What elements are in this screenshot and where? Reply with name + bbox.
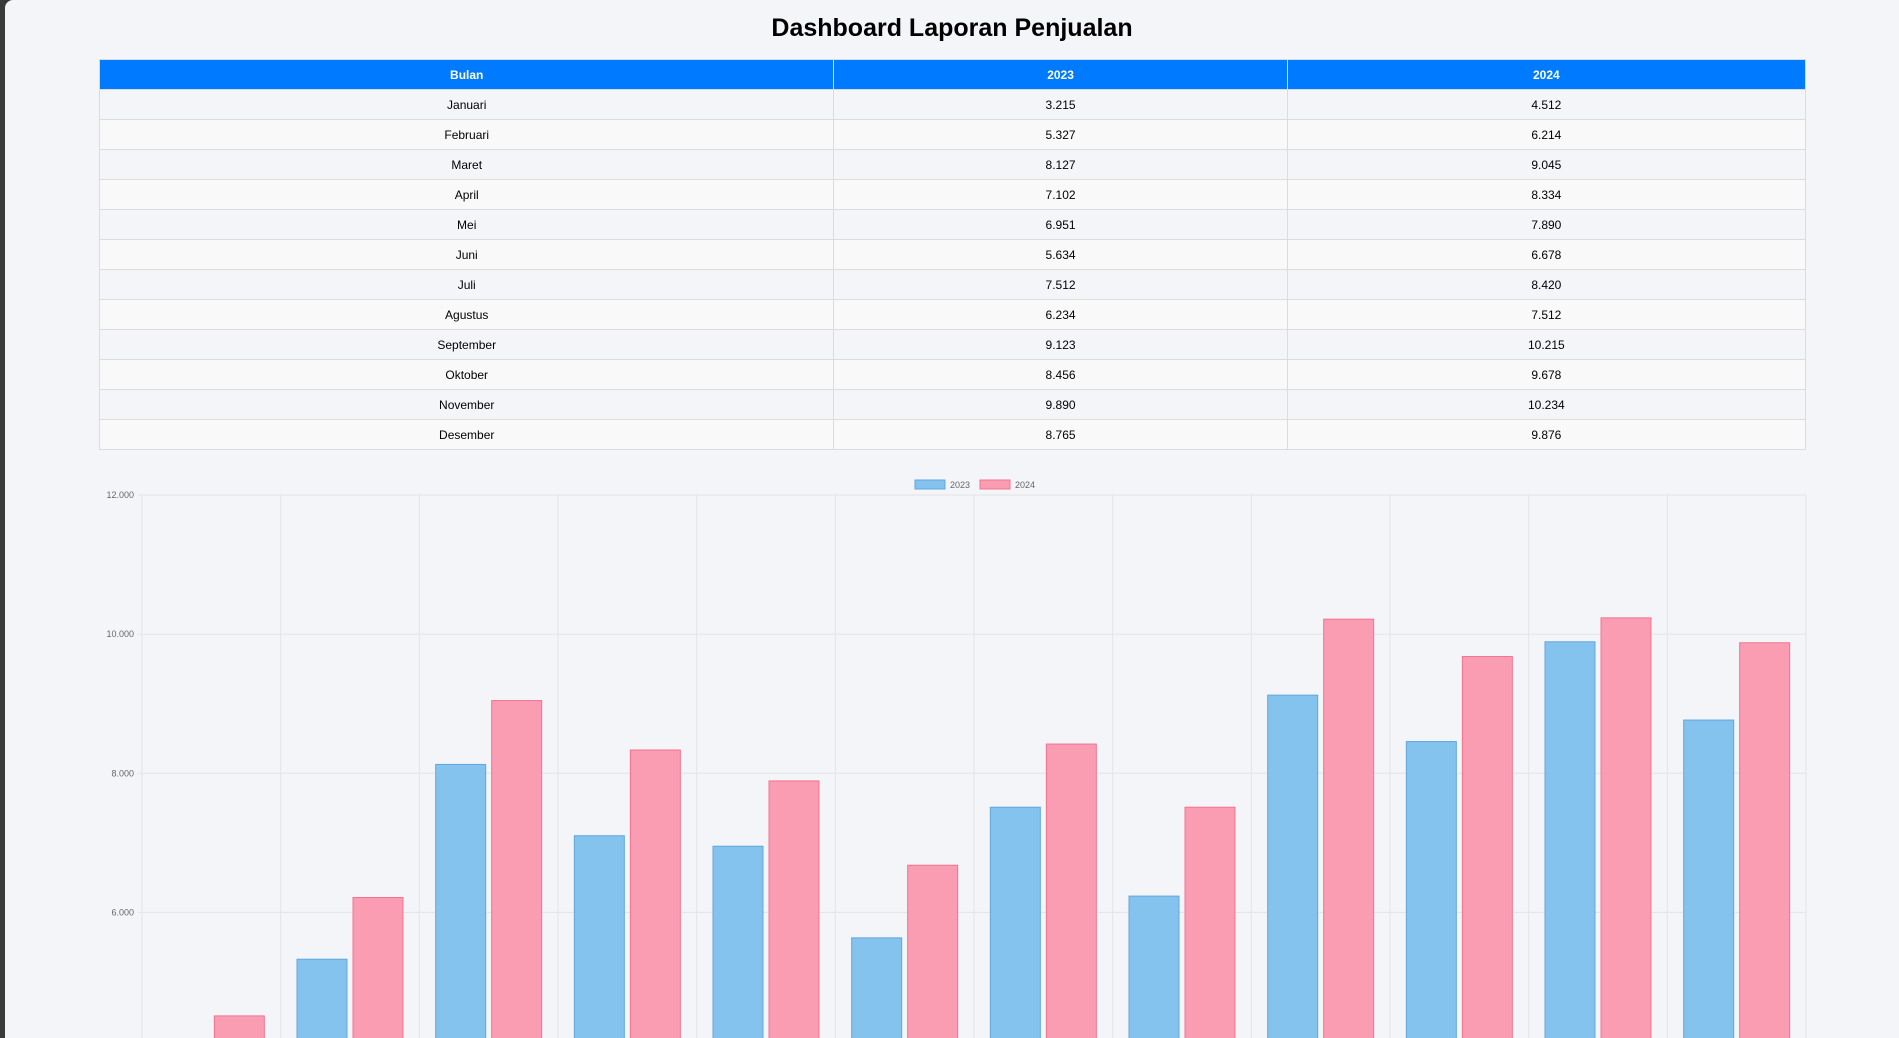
bar-2023-agustus <box>1128 895 1180 1038</box>
table-row: Januari 3.215 4.512 <box>98 89 1807 120</box>
bar-2024-mei <box>768 780 820 1038</box>
dashboard-page: Dashboard Laporan Penjualan Bulan 2023 2… <box>5 0 1899 1038</box>
sales-2023-cell: 5.327 <box>833 119 1288 150</box>
sales-2024-cell: 9.045 <box>1286 149 1807 180</box>
bar-2023-februari <box>296 958 348 1038</box>
table-row: November 9.890 10.234 <box>98 389 1807 420</box>
sales-2023-cell: 3.215 <box>833 89 1288 120</box>
sales-2023-cell: 6.234 <box>833 299 1288 330</box>
sales-2024-cell: 6.214 <box>1286 119 1807 150</box>
month-cell: Maret <box>98 149 835 180</box>
sales-2024-cell: 7.512 <box>1286 299 1807 330</box>
bar-2023-oktober <box>1405 741 1457 1038</box>
table-row: Juli 7.512 8.420 <box>98 269 1807 300</box>
bar-2023-november <box>1544 641 1596 1038</box>
table-row: September 9.123 10.215 <box>98 329 1807 360</box>
table-row: Februari 5.327 6.214 <box>98 119 1807 150</box>
y-tick-label: 8.000 <box>111 768 134 778</box>
sales-2024-cell: 10.215 <box>1286 329 1807 360</box>
month-cell: Desember <box>98 419 835 450</box>
sales-2024-cell: 9.678 <box>1286 359 1807 390</box>
sales-2024-cell: 4.512 <box>1286 89 1807 120</box>
month-cell: Agustus <box>98 299 835 330</box>
column-header-2023: 2023 <box>833 59 1288 90</box>
bar-2023-maret <box>435 763 487 1038</box>
sales-2023-cell: 7.102 <box>833 179 1288 210</box>
column-header-2024: 2024 <box>1286 59 1807 90</box>
month-cell: Juni <box>98 239 835 270</box>
sales-2023-cell: 9.123 <box>833 329 1288 360</box>
table-row: Agustus 6.234 7.512 <box>98 299 1807 330</box>
sales-2023-cell: 6.951 <box>833 209 1288 240</box>
bar-2023-juni <box>851 937 903 1038</box>
sales-2023-cell: 8.765 <box>833 419 1288 450</box>
bar-2024-maret <box>491 700 543 1038</box>
sales-2024-cell: 8.334 <box>1286 179 1807 210</box>
bar-2023-mei <box>712 845 764 1038</box>
legend-label-2023: 2023 <box>950 480 970 490</box>
sales-2023-cell: 9.890 <box>833 389 1288 420</box>
table-row: Juni 5.634 6.678 <box>98 239 1807 270</box>
legend-swatch-2024 <box>979 479 1011 490</box>
month-cell: Februari <box>98 119 835 150</box>
sales-2024-cell: 8.420 <box>1286 269 1807 300</box>
table-row: Mei 6.951 7.890 <box>98 209 1807 240</box>
sales-2024-cell: 9.876 <box>1286 419 1807 450</box>
table-row: Desember 8.765 9.876 <box>98 419 1807 450</box>
bar-2023-desember <box>1683 719 1735 1038</box>
bar-2024-oktober <box>1461 656 1513 1038</box>
column-header-month: Bulan <box>98 59 835 90</box>
bar-2024-april <box>629 749 681 1038</box>
y-tick-label: 12.000 <box>106 490 134 500</box>
sales-2024-cell: 7.890 <box>1286 209 1807 240</box>
bar-2024-september <box>1323 618 1375 1038</box>
bar-2023-september <box>1267 694 1319 1038</box>
month-cell: Oktober <box>98 359 835 390</box>
bar-2023-april <box>573 835 625 1038</box>
page-title: Dashboard Laporan Penjualan <box>771 14 1133 42</box>
y-tick-label: 6.000 <box>111 907 134 917</box>
bar-2024-februari <box>352 897 404 1038</box>
sales-2023-cell: 8.456 <box>833 359 1288 390</box>
sales-2023-cell: 7.512 <box>833 269 1288 300</box>
bar-2024-agustus <box>1184 806 1236 1038</box>
bar-2024-juli <box>1045 743 1097 1038</box>
month-cell: September <box>98 329 835 360</box>
legend-swatch-2023 <box>914 479 946 490</box>
bar-2024-desember <box>1739 642 1791 1038</box>
month-cell: November <box>98 389 835 420</box>
bar-2024-november <box>1600 617 1652 1038</box>
legend-label-2024: 2024 <box>1015 480 1035 490</box>
table-header-row: Bulan 2023 2024 <box>98 59 1807 90</box>
sales-2024-cell: 6.678 <box>1286 239 1807 270</box>
sales-2023-cell: 5.634 <box>833 239 1288 270</box>
table-row: Maret 8.127 9.045 <box>98 149 1807 180</box>
sales-table: Bulan 2023 2024 Januari 3.215 4.512 Febr… <box>98 59 1807 450</box>
month-cell: Mei <box>98 209 835 240</box>
month-cell: April <box>98 179 835 210</box>
bar-2024-juni <box>907 864 959 1038</box>
month-cell: Juli <box>98 269 835 300</box>
sales-2023-cell: 8.127 <box>833 149 1288 180</box>
bar-2024-januari <box>213 1015 265 1038</box>
table-row: Oktober 8.456 9.678 <box>98 359 1807 390</box>
table-row: April 7.102 8.334 <box>98 179 1807 210</box>
y-tick-label: 10.000 <box>106 629 134 639</box>
month-cell: Januari <box>98 89 835 120</box>
bar-2023-juli <box>989 806 1041 1038</box>
sales-2024-cell: 10.234 <box>1286 389 1807 420</box>
